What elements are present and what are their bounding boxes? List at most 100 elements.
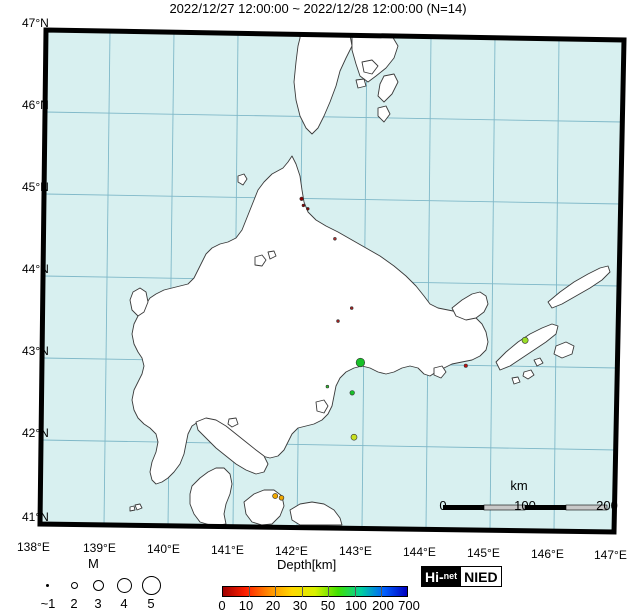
- magnitude-symbol-1: [46, 584, 49, 587]
- earthquake-marker: [463, 363, 468, 368]
- earthquake-marker: [299, 196, 304, 201]
- seismic-map: [0, 16, 636, 546]
- lat-label-44n: 44°N: [22, 262, 49, 276]
- coast-shikotan: [553, 341, 575, 359]
- coast-shiretoko: [451, 291, 489, 321]
- lon-label-139e: 139°E: [83, 541, 116, 555]
- magnitude-label-1: ~1: [40, 596, 56, 611]
- lake-toya: [315, 399, 329, 414]
- lat-label-42n: 42°N: [22, 426, 49, 440]
- scalebar-unit-label: km: [510, 478, 528, 493]
- coast-teuri: [237, 173, 248, 186]
- earthquake-marker: [278, 495, 285, 501]
- earthquake-marker: [349, 390, 355, 396]
- earthquake-marker: [325, 384, 330, 389]
- scalebar-label-0: 0: [439, 498, 447, 513]
- depth-label-0: 0: [218, 598, 226, 613]
- coast-kunashiri: [495, 323, 559, 371]
- coast-etorofu: [547, 265, 611, 309]
- earthquake-marker: [336, 319, 340, 323]
- depth-label-10: 10: [238, 598, 254, 613]
- hinet-nied-logo: Hi-net NIED: [421, 566, 502, 587]
- earthquake-marker: [306, 207, 310, 211]
- magnitude-label-3: 3: [94, 596, 102, 611]
- depth-label-50: 50: [320, 598, 336, 613]
- coast-sakhalin-cape: [377, 73, 399, 103]
- lon-label-145e: 145°E: [467, 546, 500, 560]
- depth-colorbar-tick: [301, 586, 303, 597]
- lon-label-141e: 141°E: [211, 543, 244, 557]
- coast-habomai2: [511, 376, 521, 385]
- depth-label-30: 30: [292, 598, 308, 613]
- earthquake-markers: [272, 196, 529, 501]
- earthquake-marker: [301, 203, 306, 208]
- lat-label-47n: 47°N: [22, 16, 49, 30]
- depth-label-20: 20: [265, 598, 281, 613]
- magnitude-symbol-5: [142, 576, 161, 595]
- map-canvas: [37, 27, 627, 535]
- depth-colorbar-tick: [248, 586, 250, 597]
- lon-label-140e: 140°E: [147, 542, 180, 556]
- depth-colorbar: [222, 586, 408, 597]
- logo-nied: NIED: [460, 567, 501, 586]
- earthquake-marker: [355, 357, 366, 368]
- magnitude-legend-title: M: [88, 556, 99, 571]
- coast-sakhalin-small2: [377, 105, 391, 123]
- lon-label-142e: 142°E: [275, 544, 308, 558]
- depth-label-200: 200: [372, 598, 394, 613]
- depth-colorbar-tick: [328, 586, 330, 597]
- logo-hi-text: Hi-: [425, 568, 444, 585]
- lat-label-45n: 45°N: [22, 180, 49, 194]
- scalebar-label-100: 100: [514, 498, 536, 513]
- coast-rebun: [267, 250, 277, 260]
- page-title: 2022/12/27 12:00:00 ~ 2022/12/28 12:00:0…: [169, 1, 467, 16]
- lat-label-46n: 46°N: [22, 98, 49, 112]
- lat-label-43n: 43°N: [22, 344, 49, 358]
- depth-label-100: 100: [345, 598, 367, 613]
- coast-rishiri: [254, 254, 267, 267]
- lon-label-147e: 147°E: [594, 548, 627, 562]
- legend-area: M ~1 2 3 4 5 Depth[km]: [0, 556, 636, 611]
- lon-label-146e: 146°E: [531, 547, 564, 561]
- magnitude-symbol-3: [93, 580, 104, 591]
- lake-kussharo: [433, 365, 447, 379]
- depth-colorbar-ticks: [222, 586, 408, 597]
- magnitude-symbol-4: [117, 578, 132, 593]
- depth-colorbar-tick: [381, 586, 383, 597]
- earthquake-marker: [350, 306, 354, 310]
- coast-islet-1: [134, 503, 143, 511]
- magnitude-label-2: 2: [70, 596, 78, 611]
- magnitude-label-5: 5: [147, 596, 155, 611]
- lake-small: [227, 417, 239, 428]
- lon-label-144e: 144°E: [403, 545, 436, 559]
- lat-label-41n: 41°N: [22, 510, 49, 524]
- logo-hinet: Hi-net: [422, 567, 461, 586]
- coast-islet-2: [129, 505, 136, 512]
- earthquake-marker: [272, 493, 279, 499]
- coast-okushiri: [129, 287, 149, 317]
- coast-oshima: [195, 417, 269, 475]
- map-frame: [37, 27, 627, 535]
- depth-colorbar-tick: [354, 586, 356, 597]
- coast-honshu-east: [289, 501, 343, 526]
- magnitude-label-4: 4: [120, 596, 128, 611]
- scale-bar: [443, 504, 608, 511]
- depth-legend-title: Depth[km]: [277, 557, 337, 572]
- lon-label-143e: 143°E: [339, 544, 372, 558]
- coast-honshu: [189, 467, 233, 526]
- earthquake-marker: [333, 237, 337, 241]
- coast-shimokita: [243, 489, 285, 526]
- coastlines: [129, 33, 611, 526]
- earthquake-marker: [521, 336, 529, 344]
- depth-colorbar-tick: [275, 586, 277, 597]
- coast-habomai3: [533, 357, 544, 367]
- magnitude-symbol-2: [71, 582, 78, 589]
- coast-sakhalin-islet: [361, 59, 379, 75]
- earthquake-marker: [350, 433, 358, 441]
- depth-label-700: 700: [398, 598, 420, 613]
- lon-label-138e: 138°E: [17, 540, 50, 554]
- coast-habomai1: [522, 369, 535, 380]
- scalebar-label-200: 200: [596, 498, 618, 513]
- logo-net-text: net: [443, 571, 458, 581]
- coast-sakhalin-small1: [355, 78, 367, 89]
